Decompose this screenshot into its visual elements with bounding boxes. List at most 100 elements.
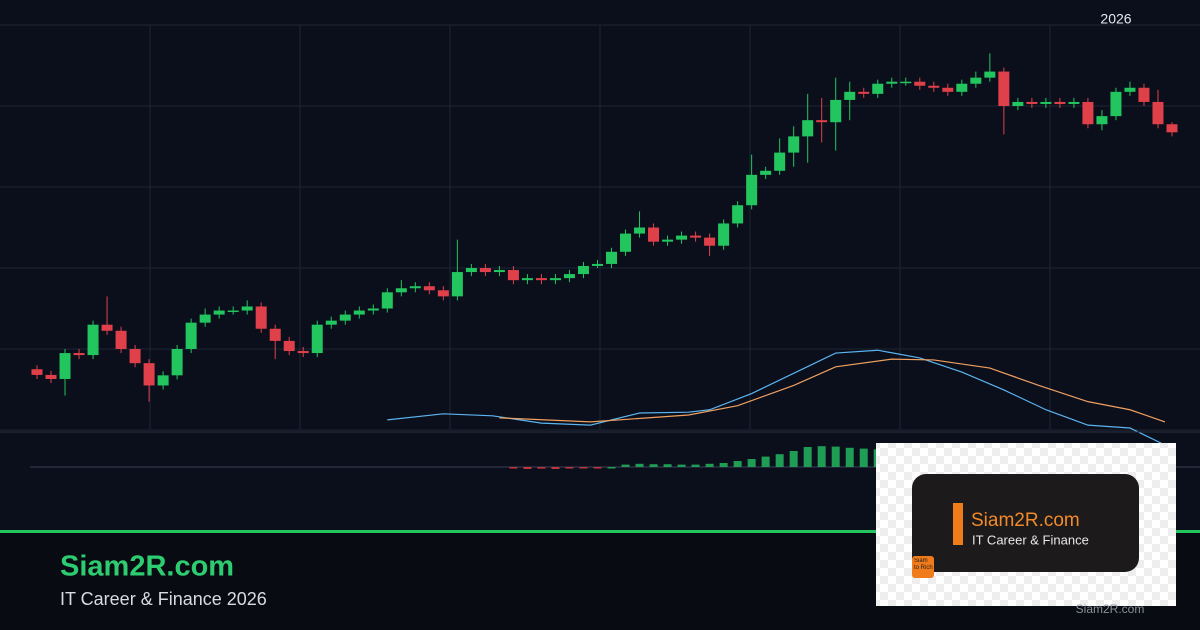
candle-body xyxy=(1026,101,1038,104)
logo-card xyxy=(912,474,1139,572)
candle-body xyxy=(1040,101,1052,104)
histogram-bar xyxy=(845,447,854,467)
candle-body xyxy=(185,322,197,349)
candle-body xyxy=(381,292,393,309)
candle-body xyxy=(241,306,253,311)
candle-body xyxy=(1152,101,1164,125)
histogram-bar xyxy=(775,454,784,467)
candle-body xyxy=(157,375,169,386)
histogram-bar xyxy=(523,467,532,469)
candle-body xyxy=(1138,87,1150,102)
histogram-bar xyxy=(579,467,588,469)
candle-body xyxy=(872,83,884,94)
histogram-bar xyxy=(663,464,672,467)
brand-subtitle: IT Career & Finance 2026 xyxy=(60,589,267,609)
brand-title: Siam2R.com xyxy=(60,551,234,583)
histogram-bar xyxy=(817,446,826,467)
histogram-bar xyxy=(733,461,742,467)
histogram-bar xyxy=(649,464,658,467)
candle-body xyxy=(634,227,646,234)
candle-body xyxy=(718,223,730,246)
candle-body xyxy=(143,363,155,386)
candle-body xyxy=(395,288,407,293)
candle-body xyxy=(255,306,267,329)
year-label: 2026 xyxy=(1100,11,1131,27)
candle-body xyxy=(437,290,449,297)
candle-body xyxy=(830,99,842,123)
logo-badge-text: Siam to Rich xyxy=(914,558,933,571)
histogram-bar xyxy=(565,467,574,469)
candle-body xyxy=(129,349,141,364)
histogram-bar xyxy=(789,451,798,467)
candle-body xyxy=(732,205,744,224)
candle-body xyxy=(1082,101,1094,125)
candle-body xyxy=(535,278,547,281)
candle-body xyxy=(1012,101,1024,106)
histogram-bar xyxy=(509,467,518,469)
candle-body xyxy=(339,314,351,321)
logo-tagline: IT Career & Finance xyxy=(972,532,1089,547)
candle-body xyxy=(115,330,127,349)
candle-body xyxy=(802,120,814,137)
histogram-bar xyxy=(719,463,728,467)
candle-body xyxy=(816,120,828,123)
candle-body xyxy=(227,310,239,313)
logo-caption: Siam2R.com xyxy=(1076,602,1145,616)
candle-body xyxy=(31,369,43,375)
candle-body xyxy=(998,71,1010,106)
candle-body xyxy=(549,278,561,281)
candle-body xyxy=(606,251,618,264)
histogram-bar xyxy=(859,448,868,467)
candle-body xyxy=(1124,87,1136,92)
candle-body xyxy=(507,270,519,281)
histogram-bar xyxy=(635,463,644,467)
histogram-bar xyxy=(747,459,756,467)
candle-body xyxy=(844,91,856,100)
candle-body xyxy=(199,314,211,323)
candle-body xyxy=(914,81,926,86)
histogram-bar xyxy=(607,467,616,469)
histogram-bar xyxy=(551,467,560,469)
candle-body xyxy=(886,81,898,84)
candle-body xyxy=(269,328,281,341)
candle-body xyxy=(956,83,968,92)
candle-body xyxy=(648,227,660,242)
candle-body xyxy=(171,349,183,376)
candle-body xyxy=(662,239,674,242)
histogram-bar xyxy=(621,464,630,467)
candle-body xyxy=(101,324,113,331)
candle-body xyxy=(451,272,463,297)
candle-body xyxy=(213,310,225,315)
candle-body xyxy=(1068,101,1080,104)
candle-body xyxy=(984,71,996,78)
candle-body xyxy=(746,174,758,206)
candle-body xyxy=(353,310,365,315)
candle-body xyxy=(479,268,491,273)
histogram-bar xyxy=(803,447,812,467)
candle-body xyxy=(900,81,912,84)
candle-body xyxy=(87,324,99,356)
candle-body xyxy=(493,270,505,273)
candle-body xyxy=(858,91,870,94)
histogram-bar xyxy=(761,456,770,467)
candle-body xyxy=(283,340,295,352)
candle-body xyxy=(423,286,435,291)
candle-body xyxy=(325,320,337,325)
candle-body xyxy=(704,237,716,246)
candle-body xyxy=(1054,101,1066,104)
candle-body xyxy=(676,235,688,240)
candle-body xyxy=(1166,124,1178,133)
candle-body xyxy=(521,278,533,281)
candle-body xyxy=(620,233,632,252)
candle-body xyxy=(1096,116,1108,125)
logo-title: Siam2R.com xyxy=(971,510,1080,531)
candle-body xyxy=(45,374,57,379)
histogram-bar xyxy=(677,464,686,467)
candle-body xyxy=(297,351,309,354)
indicator-line xyxy=(499,358,1166,423)
candle-body xyxy=(788,136,800,153)
candle-body xyxy=(928,85,940,88)
logo-badge xyxy=(912,556,934,578)
candle-body xyxy=(774,152,786,171)
